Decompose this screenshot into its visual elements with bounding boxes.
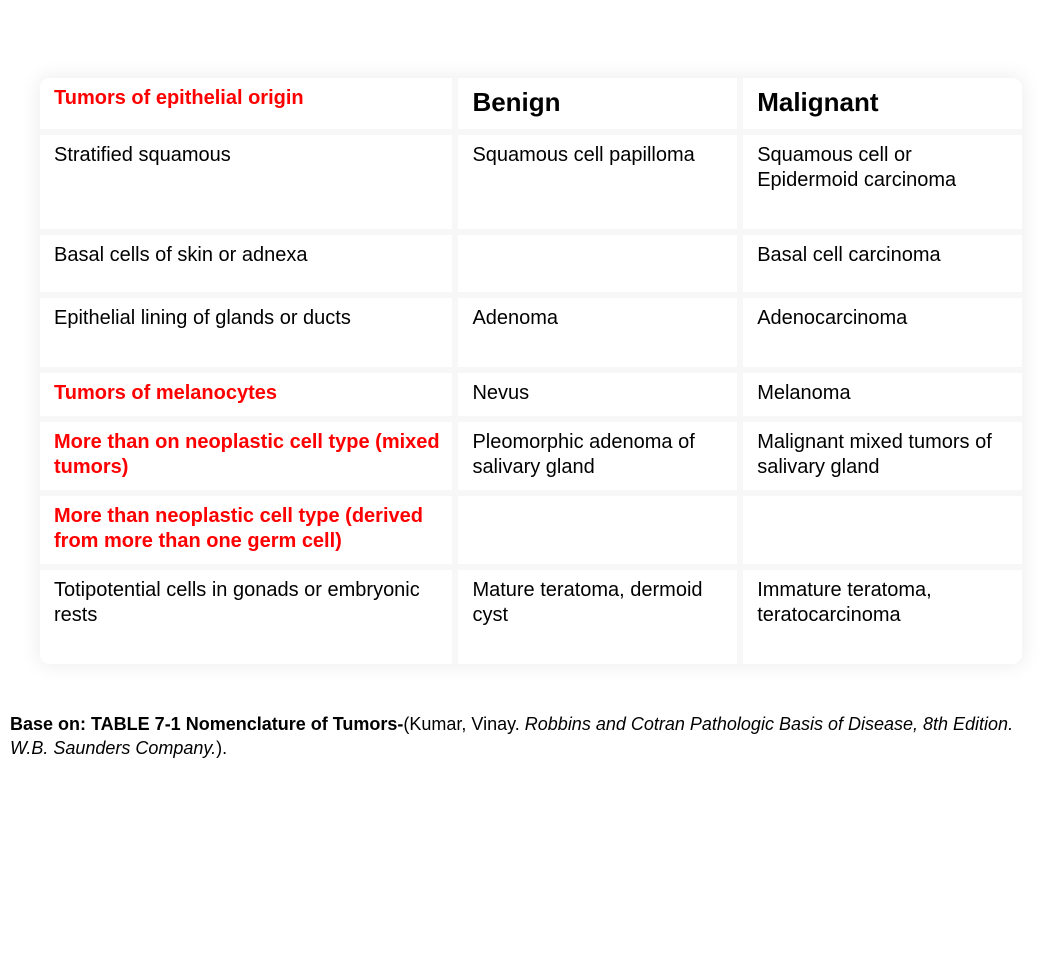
- cell-section: Tumors of melanocytes: [40, 367, 452, 416]
- table-row: Basal cells of skin or adnexa Basal cell…: [40, 229, 1022, 292]
- citation: Base on: TABLE 7-1 Nomenclature of Tumor…: [10, 712, 1042, 761]
- citation-bold: Base on: TABLE 7-1 Nomenclature of Tumor…: [10, 714, 403, 734]
- cell-malignant: Immature teratoma, teratocarcinoma: [737, 564, 1022, 664]
- header-col1: Tumors of epithelial origin: [40, 78, 452, 129]
- table-row: More than on neoplastic cell type (mixed…: [40, 416, 1022, 490]
- cell-benign: Nevus: [452, 367, 737, 416]
- tumor-table: Tumors of epithelial origin Benign Malig…: [40, 78, 1022, 664]
- citation-plain1: (Kumar, Vinay.: [403, 714, 524, 734]
- table-row: Stratified squamous Squamous cell papill…: [40, 129, 1022, 229]
- cell-origin: Totipotential cells in gonads or embryon…: [40, 564, 452, 664]
- cell-malignant: Adenocarcinoma: [737, 292, 1022, 367]
- citation-plain2: ).: [216, 738, 227, 758]
- table-row: More than neoplastic cell type (derived …: [40, 490, 1022, 564]
- table-row: Tumors of melanocytes Nevus Melanoma: [40, 367, 1022, 416]
- table-row: Epithelial lining of glands or ducts Ade…: [40, 292, 1022, 367]
- cell-benign: Pleomorphic adenoma of salivary gland: [452, 416, 737, 490]
- cell-benign: Mature teratoma, dermoid cyst: [452, 564, 737, 664]
- tumor-table-container: Tumors of epithelial origin Benign Malig…: [40, 78, 1022, 664]
- page: Tumors of epithelial origin Benign Malig…: [0, 78, 1062, 760]
- cell-malignant: Malignant mixed tumors of salivary gland: [737, 416, 1022, 490]
- header-col2: Benign: [452, 78, 737, 129]
- cell-section: More than neoplastic cell type (derived …: [40, 490, 452, 564]
- table-row: Totipotential cells in gonads or embryon…: [40, 564, 1022, 664]
- cell-section: More than on neoplastic cell type (mixed…: [40, 416, 452, 490]
- cell-benign: [452, 229, 737, 292]
- cell-origin: Epithelial lining of glands or ducts: [40, 292, 452, 367]
- cell-origin: Basal cells of skin or adnexa: [40, 229, 452, 292]
- cell-malignant: [737, 490, 1022, 564]
- cell-malignant: Basal cell carcinoma: [737, 229, 1022, 292]
- cell-origin: Stratified squamous: [40, 129, 452, 229]
- header-col3: Malignant: [737, 78, 1022, 129]
- cell-malignant: Squamous cell or Epidermoid carcinoma: [737, 129, 1022, 229]
- cell-benign: Adenoma: [452, 292, 737, 367]
- cell-benign: [452, 490, 737, 564]
- cell-malignant: Melanoma: [737, 367, 1022, 416]
- cell-benign: Squamous cell papilloma: [452, 129, 737, 229]
- table-header-row: Tumors of epithelial origin Benign Malig…: [40, 78, 1022, 129]
